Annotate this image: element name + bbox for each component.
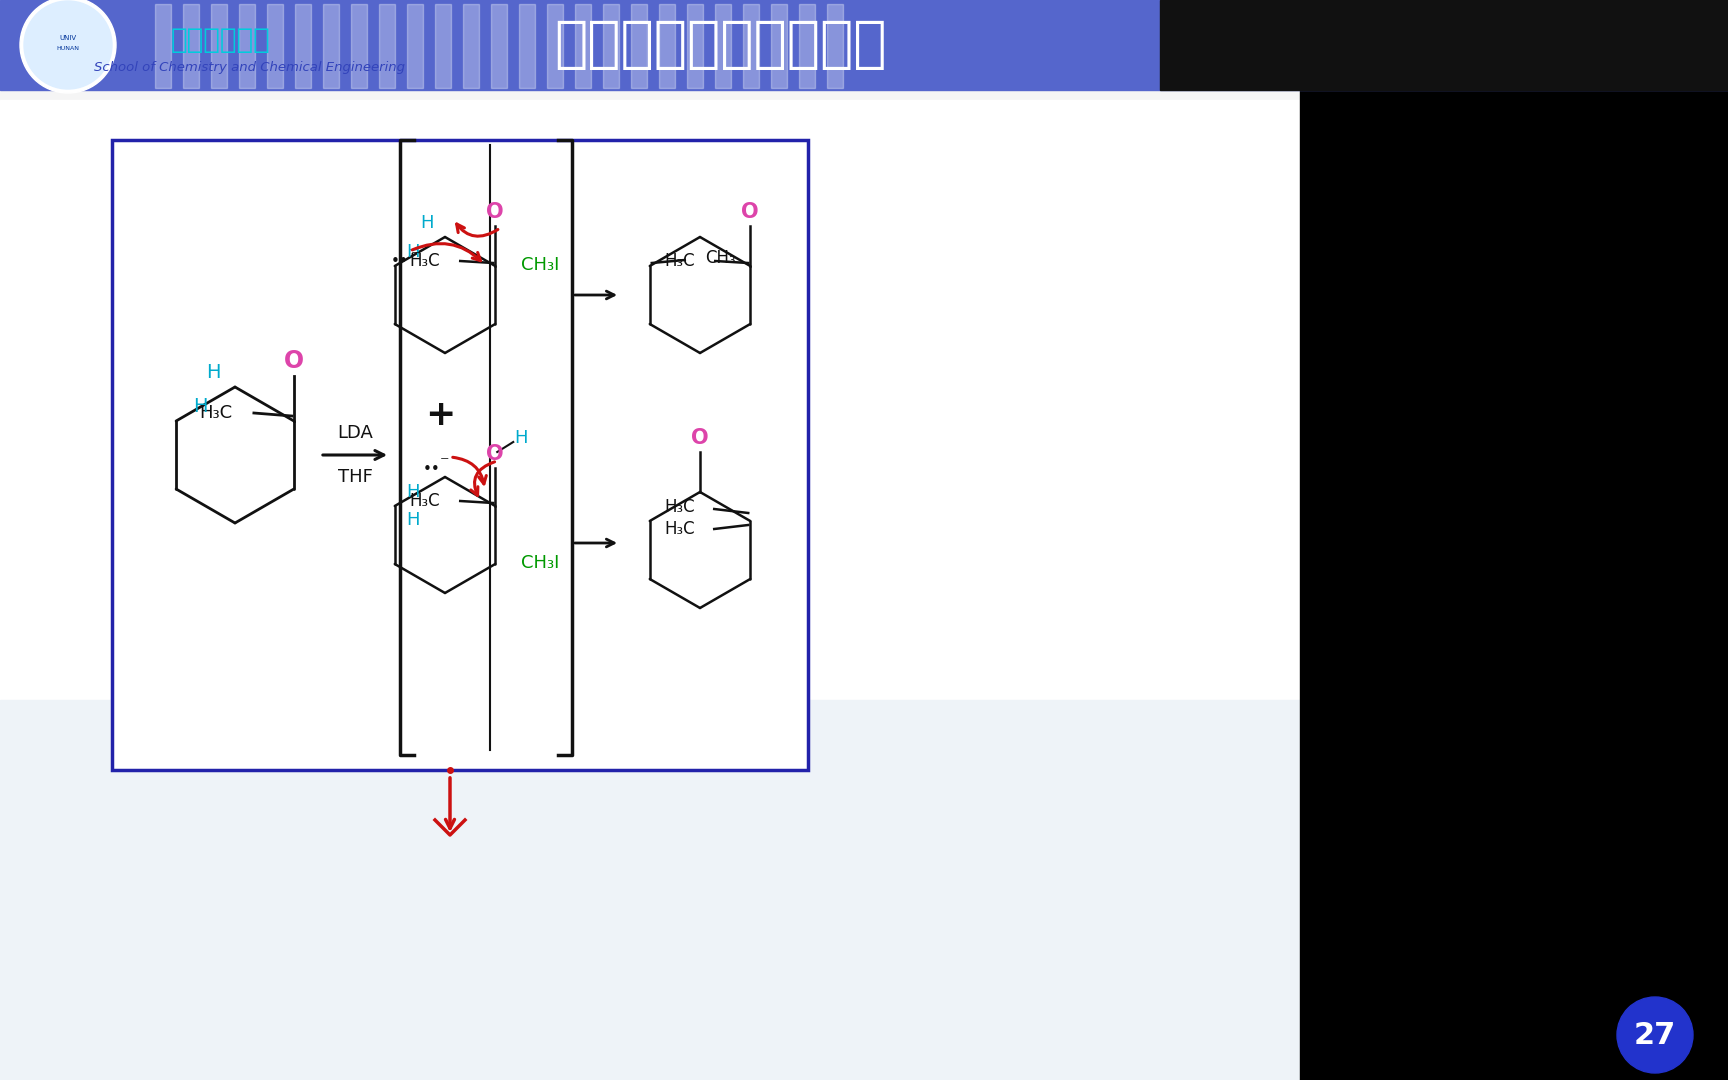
Text: O: O [283,349,304,373]
Text: H₃C: H₃C [665,498,695,516]
Bar [798,4,816,87]
Text: H₃C: H₃C [410,492,441,510]
Circle shape [21,0,116,93]
FancyArrowPatch shape [456,224,498,237]
Bar [183,4,199,87]
Text: H: H [406,511,420,529]
Text: ••: •• [391,254,408,269]
FancyArrowPatch shape [453,457,486,484]
Bar [0,100,1299,970]
Text: ⁻: ⁻ [411,248,420,266]
Text: H: H [406,483,420,501]
Text: 27: 27 [1635,1021,1676,1050]
Text: +: + [425,399,454,432]
Text: H₃C: H₃C [199,404,232,422]
Text: H: H [406,243,420,261]
Bar [0,0,1299,1080]
Bar [238,4,256,87]
Bar [1299,0,1728,1080]
Bar [112,140,809,770]
Bar [378,4,396,87]
Bar [0,700,1299,1080]
Bar [575,4,591,87]
Text: LDA: LDA [337,424,373,442]
Text: ••: •• [423,461,441,476]
Text: O: O [741,202,759,222]
Circle shape [1617,997,1693,1074]
Bar [715,4,731,87]
Bar [603,4,619,87]
Bar [548,4,563,87]
Bar [631,4,646,87]
Text: THF: THF [337,468,373,486]
Bar [268,4,283,87]
Text: O: O [691,428,708,448]
Text: UNIV: UNIV [59,35,76,41]
FancyArrowPatch shape [413,244,480,260]
Bar [435,4,451,87]
Text: H₃C: H₃C [665,252,695,270]
Text: H: H [515,429,529,447]
Text: 羧酸衍生物的化学性质: 羧酸衍生物的化学性质 [553,18,886,72]
Bar [323,4,339,87]
Bar [156,4,171,87]
Text: O: O [486,202,505,222]
Text: O: O [486,444,505,464]
FancyArrowPatch shape [470,462,494,496]
Bar [743,4,759,87]
Text: CH₃I: CH₃I [520,256,560,274]
Text: H: H [206,364,219,382]
Bar [351,4,366,87]
Bar [658,4,676,87]
Bar [0,0,1728,90]
Text: CH₃: CH₃ [705,249,736,267]
Text: 化学化工学院: 化学化工学院 [169,26,270,54]
Text: School of Chemistry and Chemical Engineering: School of Chemistry and Chemical Enginee… [95,62,406,75]
Text: ⁻: ⁻ [441,454,449,472]
Text: H: H [420,214,434,232]
Text: H: H [194,397,207,417]
Circle shape [24,1,112,89]
Bar [688,4,703,87]
Bar [408,4,423,87]
Bar [771,4,786,87]
Text: H₃C: H₃C [665,519,695,538]
Bar [1159,0,1728,90]
Text: H₃C: H₃C [410,252,441,270]
Text: CH₃I: CH₃I [520,554,560,572]
Bar [491,4,506,87]
Bar [295,4,311,87]
Bar [518,4,536,87]
Text: HUNAN: HUNAN [57,45,79,51]
Bar [463,4,479,87]
Bar [211,4,226,87]
Bar [828,4,843,87]
